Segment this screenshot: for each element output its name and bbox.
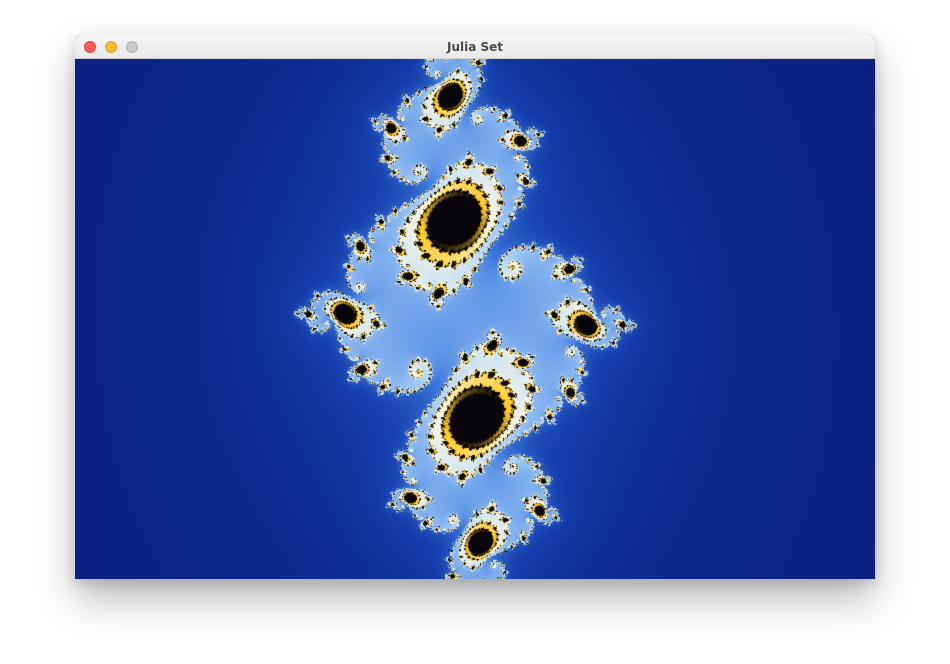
window-title: Julia Set: [446, 40, 504, 54]
fractal-view: [75, 59, 875, 579]
minimize-button-icon[interactable]: [105, 41, 117, 53]
title-bar[interactable]: Julia Set: [75, 35, 875, 59]
zoom-button-icon[interactable]: [126, 41, 138, 53]
app-window: Julia Set: [75, 35, 875, 579]
julia-set-canvas: [75, 59, 875, 579]
close-button-icon[interactable]: [84, 41, 96, 53]
